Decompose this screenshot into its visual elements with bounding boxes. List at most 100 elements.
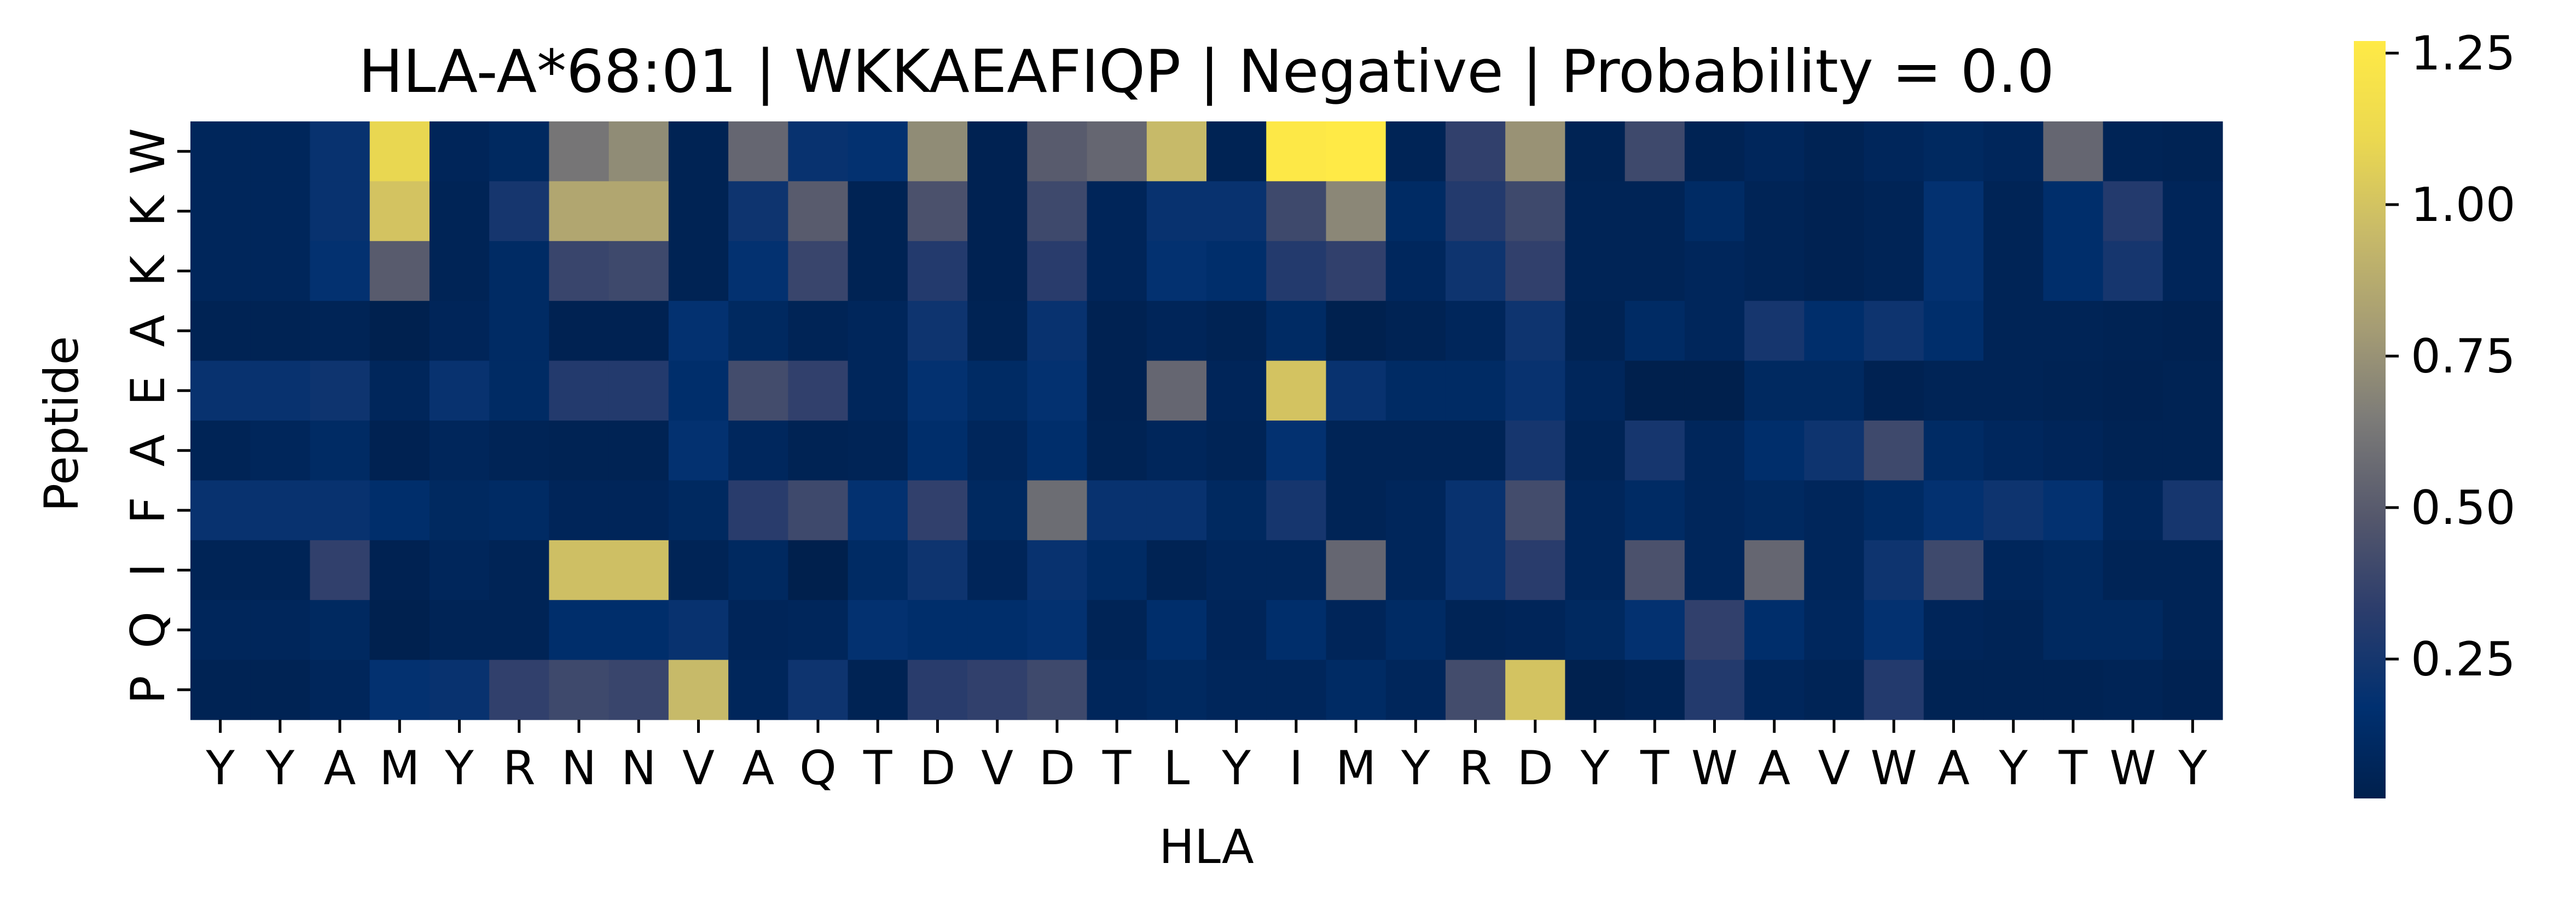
heatmap-cell xyxy=(788,540,849,600)
heatmap-cell xyxy=(1385,360,1446,421)
heatmap-cell xyxy=(668,241,729,301)
heatmap-cell xyxy=(668,181,729,242)
heatmap-cell xyxy=(1146,540,1207,600)
heatmap-cell xyxy=(608,421,669,481)
heatmap-cell xyxy=(1983,360,2044,421)
heatmap-cell xyxy=(967,121,1028,182)
heatmap-cell xyxy=(668,540,729,600)
x-tick-label: M xyxy=(1336,741,1376,796)
colorbar-tick-label: 1.25 xyxy=(2411,26,2515,81)
heatmap-cell xyxy=(1326,181,1386,242)
heatmap-cell xyxy=(250,360,311,421)
heatmap-cell xyxy=(1445,480,1506,541)
heatmap-cell xyxy=(1923,241,1984,301)
heatmap-cell xyxy=(2103,480,2163,541)
heatmap-cell xyxy=(788,660,849,720)
heatmap-cell xyxy=(549,301,610,361)
heatmap-cell xyxy=(2043,121,2104,182)
x-tick-label: W xyxy=(1871,741,1917,796)
heatmap-cell xyxy=(1146,241,1207,301)
heatmap-cell xyxy=(1804,360,1865,421)
x-tick-label: R xyxy=(1459,741,1492,796)
heatmap-cell xyxy=(369,421,430,481)
heatmap-cell xyxy=(1146,301,1207,361)
x-tick-label: T xyxy=(863,741,892,796)
heatmap-cell xyxy=(1804,600,1865,661)
x-tick-label: R xyxy=(503,741,536,796)
heatmap-cell xyxy=(1087,360,1147,421)
heatmap-cell xyxy=(1206,480,1267,541)
heatmap-cell xyxy=(1923,421,1984,481)
heatmap-cell xyxy=(2103,660,2163,720)
heatmap-cell xyxy=(967,660,1028,720)
heatmap-cell xyxy=(489,421,550,481)
heatmap-cell xyxy=(668,360,729,421)
heatmap-cell xyxy=(1983,480,2044,541)
heatmap-cell xyxy=(310,121,370,182)
heatmap-cell xyxy=(1266,480,1327,541)
heatmap-cell xyxy=(1266,301,1327,361)
heatmap-cell xyxy=(250,421,311,481)
heatmap-cell xyxy=(1923,181,1984,242)
heatmap-cell xyxy=(668,301,729,361)
heatmap-cell xyxy=(1684,121,1745,182)
heatmap-cell xyxy=(1624,241,1685,301)
heatmap-cell xyxy=(1087,241,1147,301)
heatmap-cell xyxy=(967,241,1028,301)
heatmap-cell xyxy=(1505,660,1566,720)
heatmap-cell xyxy=(369,660,430,720)
heatmap-cell xyxy=(728,480,788,541)
heatmap-cell xyxy=(369,181,430,242)
heatmap-cell xyxy=(1146,121,1207,182)
heatmap-cell xyxy=(1684,540,1745,600)
heatmap-cell xyxy=(310,181,370,242)
heatmap-cell xyxy=(2103,121,2163,182)
heatmap-cell xyxy=(728,121,788,182)
heatmap-cell xyxy=(1087,421,1147,481)
heatmap-cell xyxy=(907,540,968,600)
heatmap-cell xyxy=(1804,181,1865,242)
x-tick-label: D xyxy=(919,741,955,796)
y-tick-label: P xyxy=(121,675,176,704)
heatmap-cell xyxy=(549,241,610,301)
heatmap-cell xyxy=(1087,181,1147,242)
heatmap-cell xyxy=(1445,121,1506,182)
heatmap-cell xyxy=(1864,421,1924,481)
heatmap-cell xyxy=(1206,241,1267,301)
heatmap-cell xyxy=(1804,660,1865,720)
heatmap-cell xyxy=(2162,480,2223,541)
heatmap-cell xyxy=(1266,181,1327,242)
heatmap-cell xyxy=(728,660,788,720)
heatmap-cell xyxy=(728,600,788,661)
heatmap-cell xyxy=(1027,540,1088,600)
heatmap-cell xyxy=(429,301,490,361)
heatmap-cell xyxy=(848,301,908,361)
heatmap-cell xyxy=(1684,360,1745,421)
heatmap-cell xyxy=(1027,241,1088,301)
heatmap-cell xyxy=(1326,301,1386,361)
x-tick-label: V xyxy=(682,741,715,796)
heatmap-cell xyxy=(1983,241,2044,301)
heatmap-cell xyxy=(608,241,669,301)
heatmap-cell xyxy=(489,121,550,182)
heatmap-cell xyxy=(1624,121,1685,182)
x-tick-label: I xyxy=(1289,741,1303,796)
heatmap-cell xyxy=(2043,360,2104,421)
heatmap-cell xyxy=(967,360,1028,421)
heatmap-cell xyxy=(190,360,251,421)
heatmap-cell xyxy=(608,660,669,720)
heatmap-cell xyxy=(2162,360,2223,421)
heatmap-cell xyxy=(967,600,1028,661)
y-tick-label: A xyxy=(121,314,176,347)
heatmap-cell xyxy=(1744,241,1805,301)
heatmap-cell xyxy=(310,480,370,541)
heatmap-cell xyxy=(1744,600,1805,661)
heatmap-cell xyxy=(310,421,370,481)
colorbar-tick-label: 0.75 xyxy=(2411,329,2515,384)
heatmap-cell xyxy=(1983,121,2044,182)
heatmap-cell xyxy=(1565,241,1626,301)
x-tick-label: T xyxy=(2058,741,2088,796)
colorbar-tick-label: 0.25 xyxy=(2411,632,2515,687)
heatmap-cell xyxy=(1027,480,1088,541)
heatmap-cell xyxy=(1923,540,1984,600)
